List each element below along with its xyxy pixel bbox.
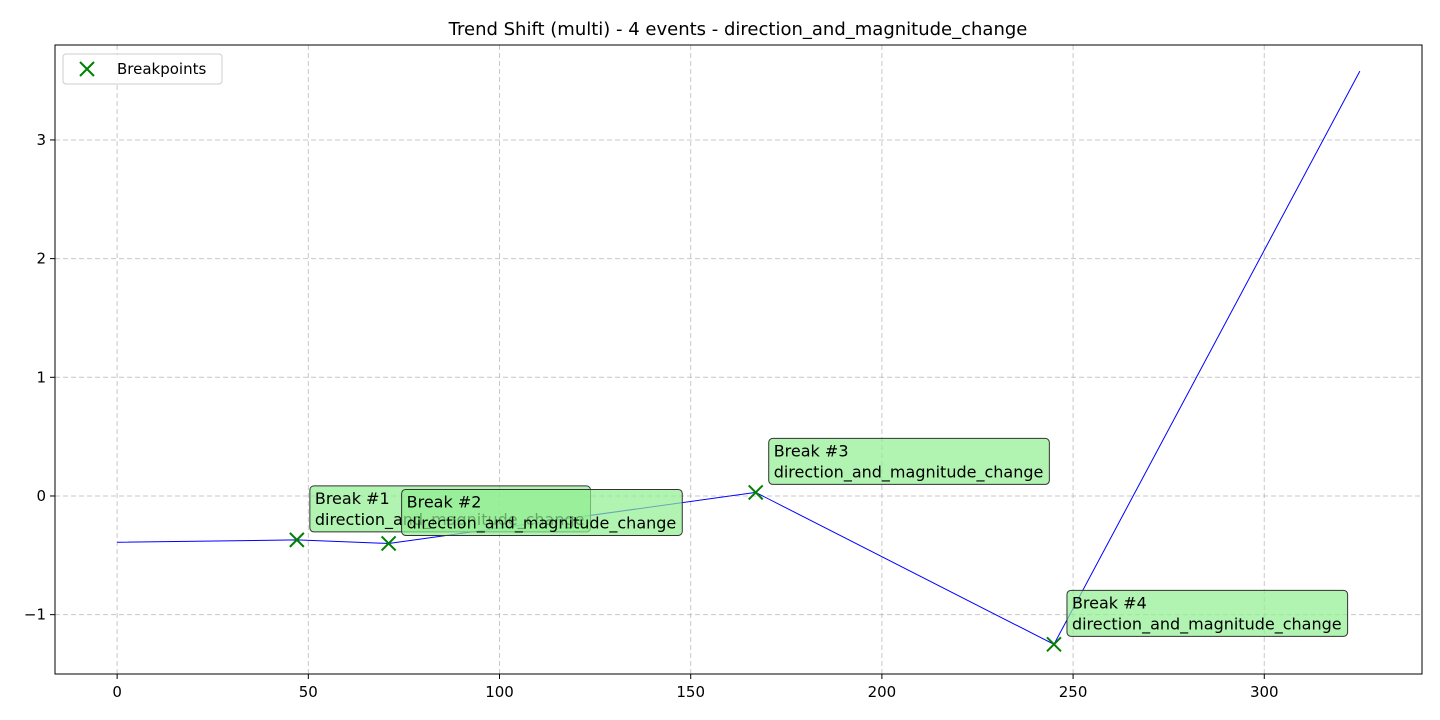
legend-box [62,53,223,85]
marker-stroke [1046,636,1062,653]
annotation-label: Break #4 [1072,593,1147,612]
grid [55,45,1422,674]
x-tick-label: 50 [299,683,318,701]
legend-label-breakpoints: Breakpoints [117,60,206,78]
chart-title: Trend Shift (multi) - 4 events - directi… [448,19,1028,40]
annotation-event: direction_and_magnitude_change [1072,614,1342,634]
marker-stroke [79,61,95,77]
breakpoint-annotation: Break #3 direction_and_magnitude_change [768,437,1050,485]
breakpoint-annotation: Break #4 direction_and_magnitude_change [1066,589,1349,637]
annotation-label: Break #2 [407,492,482,511]
x-tick-label: 0 [112,683,122,701]
y-axis-ticks: −1 0 1 2 3 [24,131,55,624]
y-tick-label: 0 [36,487,46,505]
x-tick-label: 100 [485,683,514,701]
annotations-layer: Break #1direction_and_magnitude_changeBr… [309,437,1349,637]
axes-frame [54,44,1423,675]
legend-breakpoint-marker [79,61,95,77]
x-axis-ticks: 0 50 100 150 200 250 300 [112,674,1279,701]
marker-stroke [747,484,764,501]
x-tick-label: 250 [1059,683,1088,701]
y-tick-label: 3 [36,131,46,149]
x-tick-label: 200 [868,683,897,701]
breakpoint-marker [289,532,305,548]
annotation-event: direction_and_magnitude_change [407,513,677,533]
marker-stroke [289,532,305,548]
breakpoint-marker [747,484,764,501]
legend: Breakpoints [62,53,223,85]
annotation-event: direction_and_magnitude_change [774,462,1044,482]
breakpoint-marker [380,535,397,552]
annotation-box [1066,589,1349,637]
y-tick-label: 1 [36,368,46,386]
y-tick-label: 2 [36,250,46,268]
breakpoint-marker [1046,636,1062,653]
legend-marker-cross [79,61,95,77]
annotation-box [401,488,683,536]
breakpoint-markers [289,484,1062,653]
marker-stroke [380,535,397,552]
breakpoint-annotation: Break #2 direction_and_magnitude_change [401,488,683,536]
annotation-box [768,437,1050,485]
annotation-label: Break #1 [315,489,390,508]
x-tick-label: 300 [1250,683,1279,701]
annotation-label: Break #3 [774,441,849,460]
y-tick-label: −1 [24,606,46,624]
x-tick-label: 150 [676,683,705,701]
